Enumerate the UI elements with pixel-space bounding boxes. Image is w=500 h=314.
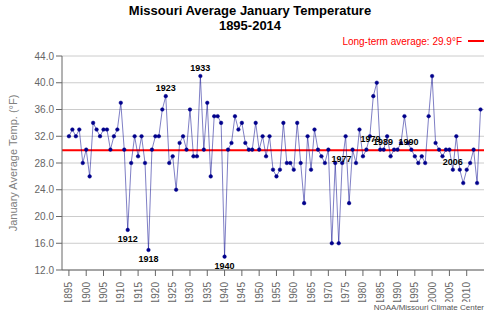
svg-text:20.0: 20.0 [35, 211, 55, 222]
svg-text:1935: 1935 [202, 282, 213, 302]
svg-text:16.0: 16.0 [35, 238, 55, 249]
svg-text:1895: 1895 [63, 282, 74, 302]
svg-text:1965: 1965 [306, 282, 317, 302]
svg-text:1915: 1915 [133, 282, 144, 302]
html-text:Missouri Average January Tempe: Missouri Average January Temperature [128, 3, 372, 18]
svg-text:1920: 1920 [150, 282, 161, 302]
svg-text:1905: 1905 [98, 282, 109, 302]
svg-text:1980: 1980 [357, 282, 368, 302]
svg-text:2006: 2006 [443, 157, 463, 167]
svg-text:1960: 1960 [288, 282, 299, 302]
svg-text:2005: 2005 [444, 282, 455, 302]
svg-text:1995: 1995 [409, 282, 420, 302]
svg-text:January Average Temp. (°F): January Average Temp. (°F) [8, 95, 19, 232]
svg-text:1930: 1930 [184, 282, 195, 302]
svg-text:1989: 1989 [373, 137, 393, 147]
svg-text:1945: 1945 [236, 282, 247, 302]
html-text:1895-2014: 1895-2014 [218, 18, 282, 33]
svg-text:28.0: 28.0 [35, 158, 55, 169]
svg-text:1900: 1900 [81, 282, 92, 302]
svg-text:2010: 2010 [461, 282, 472, 302]
svg-text:1940: 1940 [215, 261, 235, 271]
svg-text:1950: 1950 [254, 282, 265, 302]
svg-text:24.0: 24.0 [35, 184, 55, 195]
svg-text:1940: 1940 [219, 282, 230, 302]
svg-text:1985: 1985 [375, 282, 386, 302]
svg-text:1975: 1975 [340, 282, 351, 302]
svg-text:1923: 1923 [156, 83, 176, 93]
html-text:NOAA/Missouri Climate Center: NOAA/Missouri Climate Center [373, 303, 484, 312]
svg-text:1933: 1933 [190, 63, 210, 73]
svg-text:32.0: 32.0 [35, 131, 55, 142]
svg-text:2000: 2000 [427, 282, 438, 302]
svg-text:1990: 1990 [392, 282, 403, 302]
svg-text:1979: 1979 [360, 133, 381, 144]
svg-text:40.0: 40.0 [35, 77, 55, 88]
svg-text:1925: 1925 [167, 282, 178, 302]
svg-text:1955: 1955 [271, 282, 282, 302]
svg-text:1970: 1970 [323, 282, 334, 302]
svg-text:1990: 1990 [399, 137, 419, 147]
html-text:Long-term average: 29.9°F: Long-term average: 29.9°F [342, 35, 462, 47]
svg-text:1918: 1918 [138, 254, 158, 264]
svg-text:1912: 1912 [118, 234, 138, 244]
svg-text:44.0: 44.0 [35, 51, 55, 62]
svg-text:36.0: 36.0 [35, 104, 55, 115]
svg-text:1910: 1910 [115, 282, 126, 302]
svg-text:1977: 1977 [332, 154, 352, 164]
svg-text:12.0: 12.0 [35, 265, 55, 276]
